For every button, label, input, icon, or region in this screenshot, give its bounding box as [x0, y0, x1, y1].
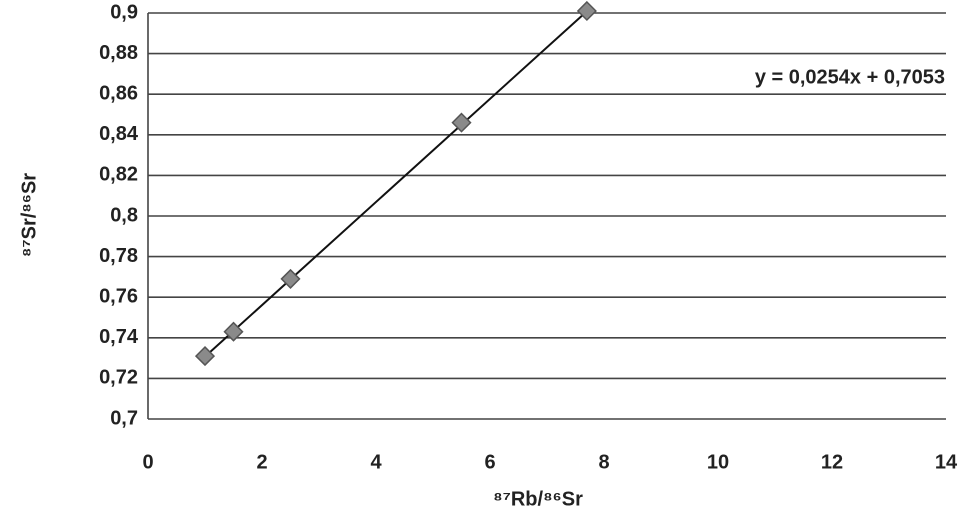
point: [194, 346, 216, 367]
y-tick-label: 0,9: [110, 1, 138, 23]
x-tick-label: 14: [935, 451, 958, 473]
x-tick-label: 10: [707, 451, 729, 473]
trendline: [204, 10, 588, 358]
y-tick-label: 0,84: [99, 123, 139, 145]
x-tick-label: 0: [142, 451, 153, 473]
x-tick-label: 6: [484, 451, 495, 473]
x-axis-label: ⁸⁷Rb/⁸⁶Sr: [493, 488, 583, 510]
y-tick-label: 0,72: [99, 367, 138, 389]
y-axis-label: ⁸⁷Sr/⁸⁶Sr: [18, 173, 40, 257]
trendline-equation: y = 0,0254x + 0,7053: [755, 66, 945, 88]
y-tick-label: 0,8: [110, 204, 138, 226]
y-tick-label: 0,74: [99, 326, 139, 348]
point: [280, 268, 301, 289]
x-tick-label: 8: [598, 451, 609, 473]
y-tick-label: 0,86: [99, 82, 138, 104]
y-tick-label: 0,76: [99, 285, 138, 307]
y-tick-label: 0,82: [99, 164, 138, 186]
x-tick-label: 4: [370, 451, 382, 473]
y-tick-label: 0,78: [99, 245, 138, 267]
x-tick-label: 12: [821, 451, 843, 473]
point: [576, 0, 597, 22]
point: [223, 321, 244, 342]
x-tick-label: 2: [256, 451, 267, 473]
point: [451, 112, 472, 133]
y-tick-label: 0,7: [110, 407, 138, 429]
y-tick-label: 0,88: [99, 42, 138, 64]
